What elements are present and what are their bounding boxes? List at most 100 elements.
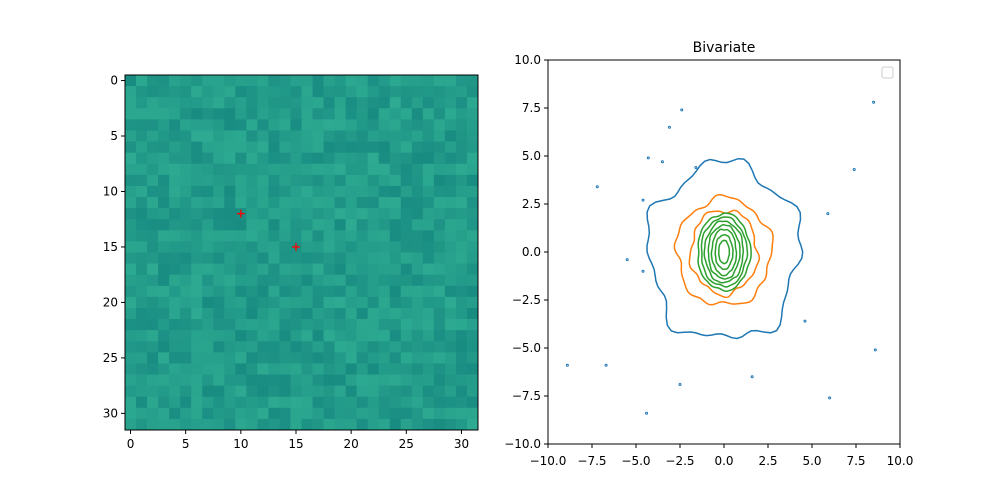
- heatmap-cell: [422, 285, 435, 298]
- heatmap-cell: [235, 219, 247, 231]
- heatmap-markers: [236, 209, 300, 251]
- heatmap-cell: [224, 75, 236, 87]
- heatmap-cell: [334, 352, 347, 364]
- heatmap-cell: [444, 274, 457, 287]
- plus-marker: [291, 242, 300, 251]
- heatmap-cell: [334, 108, 347, 120]
- heatmap-cell: [180, 319, 192, 331]
- heatmap-cell: [290, 197, 302, 209]
- heatmap-cell: [290, 374, 302, 387]
- heatmap-cell: [334, 75, 347, 87]
- heatmap-cell: [378, 330, 391, 342]
- heatmap-cell: [213, 418, 225, 431]
- heatmap-cell: [378, 374, 391, 387]
- heatmap-cell: [169, 108, 181, 120]
- heatmap-cell: [334, 197, 347, 209]
- heatmap-cell: [389, 185, 402, 198]
- heatmap-cell: [444, 163, 457, 176]
- heatmap-cell: [246, 174, 258, 187]
- heatmap-cell: [290, 263, 302, 276]
- heatmap-cell: [345, 407, 358, 420]
- heatmap-cell: [268, 263, 280, 276]
- heatmap-cell: [279, 152, 291, 165]
- heatmap-cell: [180, 230, 192, 242]
- heatmap-cell: [191, 97, 203, 109]
- heatmap-cell: [378, 163, 391, 176]
- heatmap-cell: [279, 119, 291, 131]
- heatmap-cell: [169, 352, 181, 364]
- heatmap-cell: [169, 330, 181, 342]
- heatmap-cell: [378, 263, 391, 276]
- heatmap-cell: [246, 263, 258, 276]
- heatmap-cell: [257, 330, 269, 342]
- heatmap-cell: [345, 319, 358, 331]
- heatmap-cell: [411, 407, 424, 420]
- heatmap-cell: [136, 208, 148, 220]
- heatmap-cell: [169, 418, 181, 431]
- heatmap-cell: [246, 97, 258, 109]
- heatmap-cell: [169, 363, 181, 375]
- heatmap-cell: [455, 208, 468, 220]
- heatmap-cell: [235, 374, 247, 387]
- heatmap-cell: [169, 307, 181, 320]
- heatmap-cell: [367, 185, 380, 198]
- heatmap-cell: [356, 230, 369, 242]
- heatmap-cell: [191, 130, 203, 142]
- heatmap-cell: [422, 152, 435, 165]
- heatmap-cell: [334, 185, 347, 198]
- heatmap-cell: [400, 174, 413, 187]
- heatmap-cell: [136, 363, 148, 375]
- heatmap-cell: [180, 285, 192, 298]
- heatmap-cell: [378, 108, 391, 120]
- heatmap-cell: [378, 174, 391, 187]
- heatmap-cell: [257, 174, 269, 187]
- heatmap-cell: [136, 330, 148, 342]
- heatmap-cell: [389, 75, 402, 87]
- heatmap-cell: [224, 174, 236, 187]
- heatmap-cell: [422, 230, 435, 242]
- heatmap-cell: [334, 341, 347, 353]
- heatmap-cell: [455, 330, 468, 342]
- heatmap-cell: [158, 307, 170, 320]
- heatmap-cell: [389, 296, 402, 309]
- heatmap-cell: [334, 119, 347, 131]
- heatmap-cell: [455, 86, 468, 98]
- heatmap-cell: [268, 141, 280, 154]
- heatmap-cell: [444, 363, 457, 375]
- heatmap-cell: [411, 197, 424, 209]
- y-tick-label: −2.5: [512, 293, 541, 307]
- heatmap-cell: [444, 119, 457, 131]
- heatmap-cell: [356, 296, 369, 309]
- heatmap-cell: [444, 407, 457, 420]
- y-tick-label: 5: [110, 129, 118, 143]
- heatmap-cell: [147, 141, 159, 154]
- heatmap-cell: [323, 252, 335, 264]
- heatmap-cell: [466, 263, 479, 276]
- heatmap-cell: [466, 108, 479, 120]
- heatmap-cell: [125, 263, 137, 276]
- heatmap-cell: [378, 363, 391, 375]
- heatmap-cell: [378, 319, 391, 331]
- heatmap-cell: [202, 296, 214, 309]
- heatmap-cell: [312, 352, 324, 364]
- heatmap-cell: [191, 152, 203, 165]
- heatmap-cell: [312, 374, 324, 387]
- heatmap-cell: [202, 307, 214, 320]
- heatmap-cell: [169, 407, 181, 420]
- heatmap-cell: [334, 319, 347, 331]
- heatmap-cell: [191, 197, 203, 209]
- heatmap-cell: [246, 296, 258, 309]
- heatmap-cell: [422, 263, 435, 276]
- heatmap-cell: [268, 230, 280, 242]
- y-tick-label: 7.5: [522, 101, 541, 115]
- heatmap-cell: [213, 163, 225, 176]
- heatmap-cell: [125, 285, 137, 298]
- heatmap-cell: [334, 385, 347, 398]
- heatmap-cell: [411, 374, 424, 387]
- heatmap-cell: [444, 285, 457, 298]
- heatmap-cell: [356, 75, 369, 87]
- heatmap-cell: [411, 263, 424, 276]
- heatmap-cell: [301, 341, 313, 353]
- heatmap-cell: [466, 163, 479, 176]
- heatmap-cell: [147, 374, 159, 387]
